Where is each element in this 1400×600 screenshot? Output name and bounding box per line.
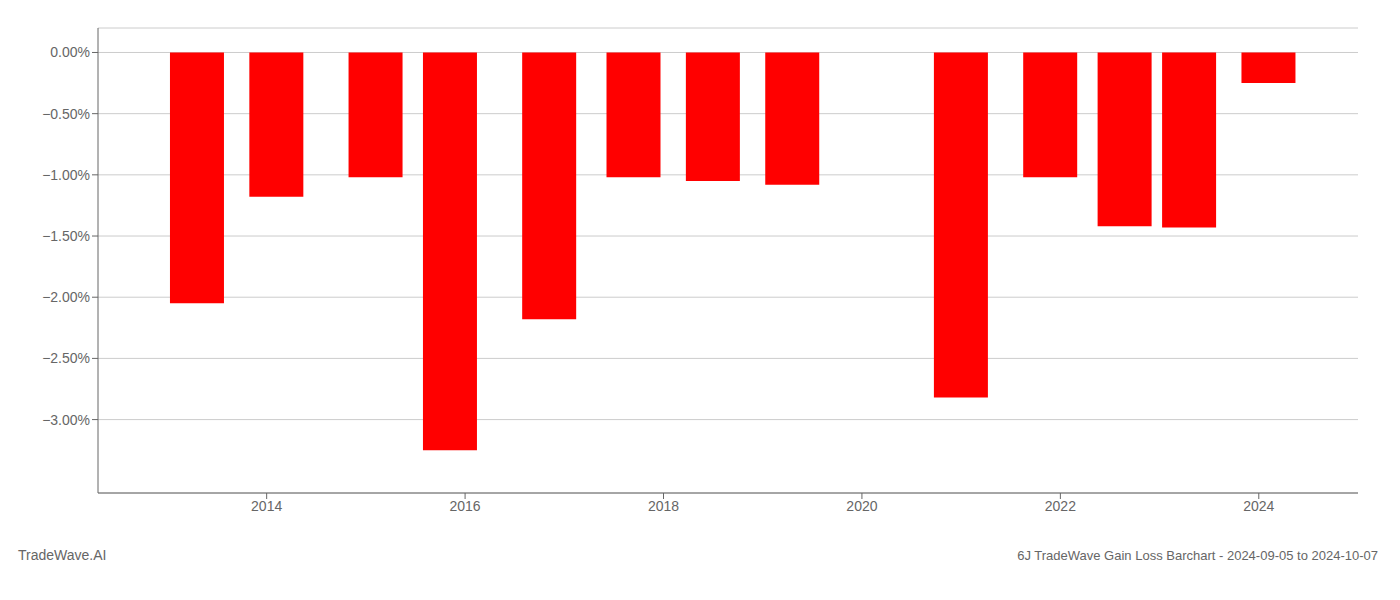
svg-text:−2.00%: −2.00% [42, 289, 90, 305]
svg-text:−1.50%: −1.50% [42, 228, 90, 244]
svg-text:2022: 2022 [1045, 498, 1076, 514]
svg-text:−2.50%: −2.50% [42, 350, 90, 366]
svg-text:−3.00%: −3.00% [42, 412, 90, 428]
svg-text:−1.00%: −1.00% [42, 167, 90, 183]
svg-text:0.00%: 0.00% [50, 44, 90, 60]
html-text:TradeWave.AI: TradeWave.AI [18, 547, 107, 563]
svg-text:2020: 2020 [846, 498, 877, 514]
svg-text:−0.50%: −0.50% [42, 106, 90, 122]
svg-text:2016: 2016 [450, 498, 481, 514]
html-text:6J TradeWave Gain Loss Barchar: 6J TradeWave Gain Loss Barchart - 2024-0… [1017, 548, 1378, 563]
svg-text:2024: 2024 [1243, 498, 1274, 514]
svg-text:2014: 2014 [251, 498, 282, 514]
svg-text:2018: 2018 [648, 498, 679, 514]
